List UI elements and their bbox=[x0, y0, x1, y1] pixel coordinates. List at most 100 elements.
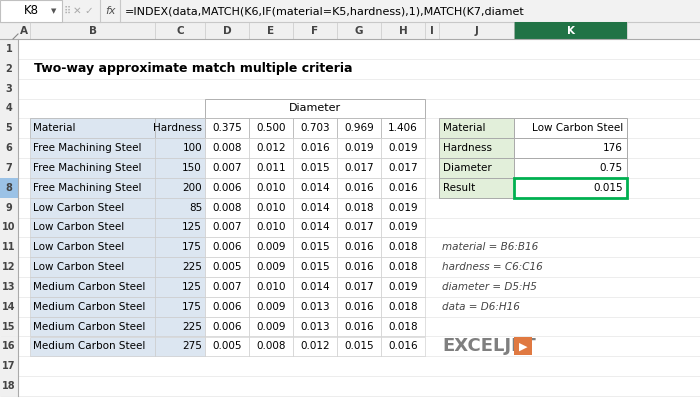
Bar bbox=[337, 237, 381, 257]
Text: 0.018: 0.018 bbox=[344, 202, 374, 212]
Text: 0.017: 0.017 bbox=[344, 163, 374, 173]
Text: 3: 3 bbox=[6, 84, 13, 94]
Text: Hardness: Hardness bbox=[153, 123, 202, 133]
Text: Medium Carbon Steel: Medium Carbon Steel bbox=[33, 302, 146, 312]
Text: 0.010: 0.010 bbox=[256, 282, 286, 292]
Text: 100: 100 bbox=[183, 143, 202, 153]
Text: 15: 15 bbox=[2, 322, 15, 332]
Text: data = D6:H16: data = D6:H16 bbox=[442, 302, 520, 312]
Bar bbox=[514, 158, 627, 178]
Bar bbox=[155, 218, 205, 237]
Bar bbox=[337, 118, 381, 138]
Bar bbox=[337, 297, 381, 317]
Bar bbox=[155, 336, 205, 356]
Bar bbox=[205, 158, 249, 178]
Bar bbox=[337, 178, 381, 198]
Text: 0.019: 0.019 bbox=[389, 202, 418, 212]
Bar bbox=[381, 118, 425, 138]
Bar bbox=[205, 257, 249, 277]
Bar bbox=[381, 178, 425, 198]
Text: 0.014: 0.014 bbox=[300, 183, 330, 193]
Bar bbox=[293, 237, 337, 257]
Text: 0.006: 0.006 bbox=[212, 322, 241, 332]
Text: I: I bbox=[430, 26, 434, 36]
Text: 0.014: 0.014 bbox=[300, 282, 330, 292]
Text: A: A bbox=[20, 26, 28, 36]
Bar bbox=[293, 336, 337, 356]
Bar bbox=[205, 178, 249, 198]
Text: 0.008: 0.008 bbox=[256, 342, 286, 352]
Text: 16: 16 bbox=[2, 342, 15, 352]
Text: 200: 200 bbox=[183, 183, 202, 193]
Text: 0.010: 0.010 bbox=[256, 183, 286, 193]
Bar bbox=[30, 118, 155, 138]
Text: 125: 125 bbox=[182, 282, 202, 292]
Bar bbox=[337, 198, 381, 218]
Bar bbox=[293, 158, 337, 178]
Text: Medium Carbon Steel: Medium Carbon Steel bbox=[33, 322, 146, 332]
Text: 0.012: 0.012 bbox=[256, 143, 286, 153]
Bar bbox=[205, 198, 249, 218]
Bar bbox=[0, 118, 18, 138]
Text: 1.406: 1.406 bbox=[388, 123, 418, 133]
Bar bbox=[337, 277, 381, 297]
Bar bbox=[381, 257, 425, 277]
Text: 0.007: 0.007 bbox=[212, 222, 241, 232]
Bar bbox=[155, 257, 205, 277]
Bar bbox=[514, 138, 627, 158]
Text: Medium Carbon Steel: Medium Carbon Steel bbox=[33, 342, 146, 352]
Text: 11: 11 bbox=[2, 242, 15, 252]
Text: 0.018: 0.018 bbox=[389, 262, 418, 272]
Text: 125: 125 bbox=[182, 222, 202, 232]
Text: Material: Material bbox=[443, 123, 486, 133]
Bar bbox=[337, 158, 381, 178]
Bar bbox=[205, 98, 425, 118]
Text: 0.75: 0.75 bbox=[600, 163, 623, 173]
Bar bbox=[0, 356, 18, 376]
Bar bbox=[514, 178, 627, 198]
Bar bbox=[381, 237, 425, 257]
Text: Two-way approximate match multiple criteria: Two-way approximate match multiple crite… bbox=[34, 62, 353, 75]
Bar bbox=[0, 22, 18, 39]
Bar bbox=[155, 237, 205, 257]
Text: 0.015: 0.015 bbox=[300, 163, 330, 173]
Bar bbox=[30, 158, 155, 178]
Bar bbox=[0, 98, 18, 118]
Bar bbox=[155, 317, 205, 336]
Text: 0.015: 0.015 bbox=[300, 262, 330, 272]
Bar bbox=[30, 336, 155, 356]
Text: 6: 6 bbox=[6, 143, 13, 153]
Text: 85: 85 bbox=[189, 202, 202, 212]
Text: 175: 175 bbox=[182, 302, 202, 312]
Bar bbox=[249, 336, 293, 356]
Bar bbox=[205, 336, 249, 356]
Text: 0.375: 0.375 bbox=[212, 123, 242, 133]
Text: ✓: ✓ bbox=[85, 6, 93, 16]
Bar bbox=[0, 317, 18, 336]
Bar bbox=[381, 317, 425, 336]
Text: 0.009: 0.009 bbox=[256, 262, 286, 272]
Bar bbox=[155, 297, 205, 317]
Bar bbox=[249, 138, 293, 158]
Bar bbox=[249, 158, 293, 178]
Text: 0.014: 0.014 bbox=[300, 222, 330, 232]
Text: B: B bbox=[88, 26, 97, 36]
Bar bbox=[514, 118, 627, 138]
Bar bbox=[337, 317, 381, 336]
Bar bbox=[0, 22, 700, 39]
Text: 0.005: 0.005 bbox=[212, 342, 241, 352]
Bar bbox=[0, 237, 18, 257]
Bar bbox=[293, 317, 337, 336]
Text: 175: 175 bbox=[182, 242, 202, 252]
Bar bbox=[155, 277, 205, 297]
Text: ▶: ▶ bbox=[519, 342, 527, 352]
Text: J: J bbox=[475, 26, 478, 36]
Bar bbox=[249, 277, 293, 297]
Text: 13: 13 bbox=[2, 282, 15, 292]
Bar bbox=[381, 198, 425, 218]
Text: 8: 8 bbox=[6, 183, 13, 193]
Text: 0.019: 0.019 bbox=[389, 282, 418, 292]
Text: 0.015: 0.015 bbox=[344, 342, 374, 352]
Text: 0.015: 0.015 bbox=[300, 242, 330, 252]
Bar bbox=[155, 198, 205, 218]
